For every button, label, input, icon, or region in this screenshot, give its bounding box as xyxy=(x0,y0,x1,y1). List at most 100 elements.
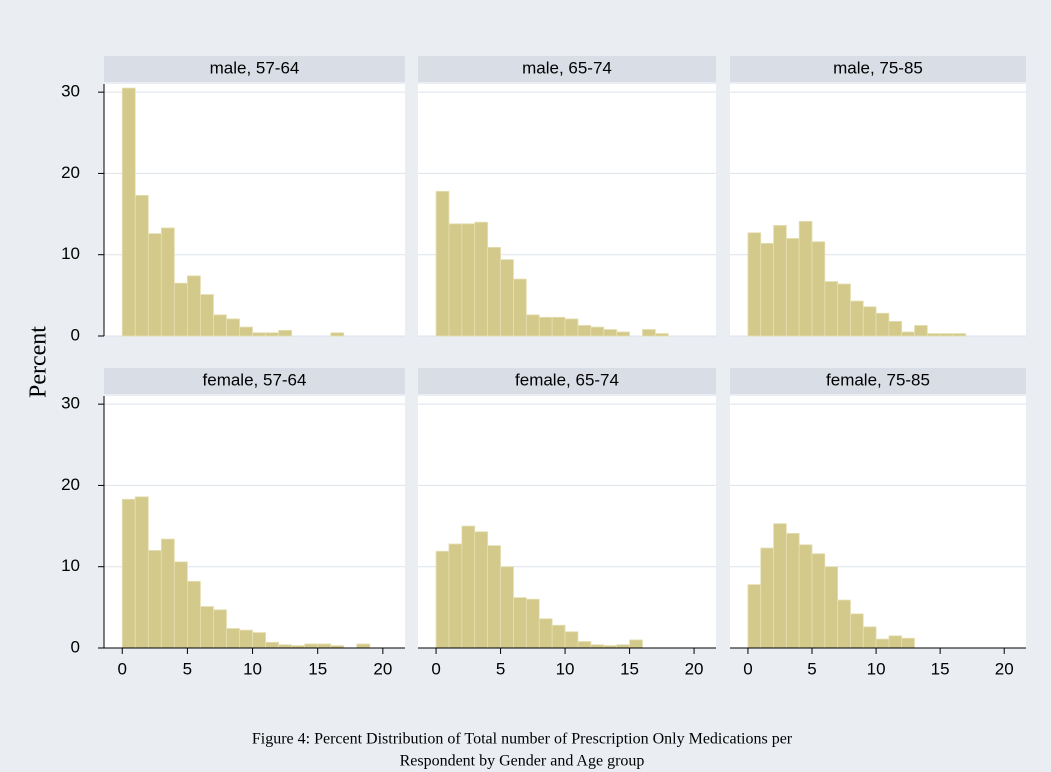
x-tick-label: 15 xyxy=(308,659,327,678)
bar xyxy=(616,331,630,337)
strip xyxy=(730,56,1026,82)
bar xyxy=(875,312,890,337)
y-axis-label: Percent xyxy=(26,326,52,398)
bar xyxy=(564,318,579,337)
bar xyxy=(461,525,476,649)
bar xyxy=(939,333,954,337)
bar xyxy=(173,282,188,337)
bar xyxy=(435,190,450,337)
bar xyxy=(577,641,592,649)
x-tick-label: 5 xyxy=(807,659,816,678)
bar xyxy=(226,628,240,649)
y-tick-label: 10 xyxy=(61,556,80,575)
bar xyxy=(811,241,826,337)
bar xyxy=(564,631,579,649)
panel-title: female, 75-85 xyxy=(826,370,930,389)
bar xyxy=(901,331,915,337)
strip xyxy=(730,368,1026,394)
bar xyxy=(513,278,527,337)
panel-title: female, 57-64 xyxy=(203,370,307,389)
x-tick-label: 15 xyxy=(931,659,950,678)
bar xyxy=(538,316,553,337)
bar xyxy=(551,624,566,649)
y-tick-label: 30 xyxy=(61,82,80,101)
bar xyxy=(837,599,851,649)
bar xyxy=(200,606,214,649)
x-tick-label: 20 xyxy=(373,659,392,678)
bar xyxy=(785,238,800,337)
bar xyxy=(538,618,553,649)
caption: Figure 4: Percent Distribution of Total … xyxy=(252,731,793,748)
bar xyxy=(213,314,227,337)
bar xyxy=(824,281,839,337)
bar xyxy=(773,523,787,649)
panel-title: female, 65-74 xyxy=(515,370,619,389)
y-tick-label: 0 xyxy=(71,325,80,344)
bar xyxy=(213,609,227,649)
bar xyxy=(500,566,514,649)
bar xyxy=(914,325,928,337)
bar xyxy=(926,333,941,337)
y-tick-label: 10 xyxy=(61,244,80,263)
bar xyxy=(461,223,476,337)
panel-title: male, 57-64 xyxy=(210,58,300,77)
bar xyxy=(356,643,371,649)
x-tick-label: 0 xyxy=(743,659,752,678)
panel-title: male, 65-74 xyxy=(522,58,612,77)
bar xyxy=(265,641,280,649)
bar xyxy=(226,318,240,337)
bar xyxy=(654,333,669,337)
strip xyxy=(104,368,405,394)
y-tick-label: 20 xyxy=(61,475,80,494)
bar xyxy=(134,194,149,337)
bar xyxy=(824,566,839,649)
bar xyxy=(525,598,540,649)
x-tick-label: 10 xyxy=(556,659,575,678)
bar xyxy=(888,320,903,337)
bar xyxy=(551,316,566,337)
x-tick-label: 5 xyxy=(496,659,505,678)
bar xyxy=(160,538,175,649)
x-tick-label: 20 xyxy=(995,659,1014,678)
bar xyxy=(590,326,605,337)
bar xyxy=(147,550,162,649)
bar xyxy=(747,232,762,337)
x-tick-label: 10 xyxy=(243,659,262,678)
y-tick-label: 30 xyxy=(61,394,80,413)
bar xyxy=(252,332,266,337)
x-tick-label: 5 xyxy=(183,659,192,678)
bar xyxy=(134,496,149,649)
x-tick-label: 10 xyxy=(867,659,886,678)
bar xyxy=(147,233,162,337)
strip xyxy=(104,56,405,82)
bar xyxy=(239,629,253,649)
bar xyxy=(278,329,293,337)
strip xyxy=(418,56,716,82)
bar xyxy=(525,314,540,337)
bar xyxy=(798,220,813,337)
bar xyxy=(785,532,800,649)
bar xyxy=(330,332,345,337)
bar xyxy=(200,294,214,337)
bar xyxy=(239,326,253,337)
bar xyxy=(173,561,188,649)
bar xyxy=(304,643,319,649)
bar xyxy=(317,643,332,649)
bar xyxy=(862,306,877,337)
bar xyxy=(760,547,774,649)
bar xyxy=(798,544,813,649)
bar xyxy=(186,275,201,337)
bar xyxy=(603,329,618,337)
x-tick-label: 15 xyxy=(620,659,639,678)
bar xyxy=(875,638,890,649)
bar xyxy=(474,221,489,337)
bar xyxy=(186,580,201,649)
bar xyxy=(448,543,463,649)
bar xyxy=(862,626,877,649)
bar xyxy=(773,225,787,337)
bar xyxy=(448,223,463,337)
bar xyxy=(642,329,656,337)
x-tick-label: 0 xyxy=(431,659,440,678)
